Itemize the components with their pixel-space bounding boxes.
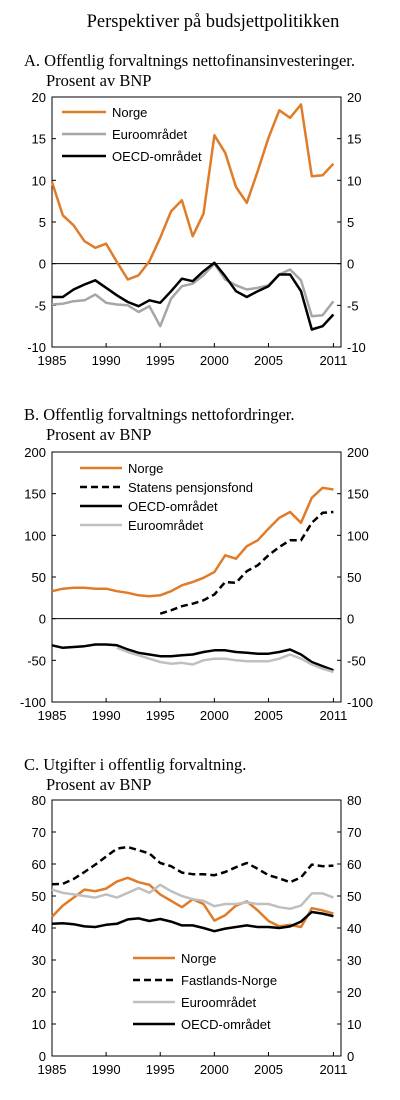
panel-c-ytick-label-left: 60 [32,857,46,872]
panel-c-ytick-label-right: 60 [347,857,361,872]
panel-a-xtick-label: 2005 [254,353,283,368]
panel-c-ytick-label-right: 40 [347,921,361,936]
panel-b-xtick-label: 2011 [319,708,347,723]
panel-b-ytick-label-left: 0 [39,612,46,627]
panel-c-subtitle: Prosent av BNP [46,775,151,794]
panel-c-ytick-label-right: 20 [347,985,361,1000]
panel-c-series-norge [51,876,334,929]
panel-c-legend-label-norge: Norge [181,951,216,966]
panel-c-ytick-label-right: 70 [347,825,361,840]
panel-b-xtick-label: 1995 [146,708,175,723]
panel-a-ytick-label-right: 20 [347,90,361,105]
panel-a-xtick-label: 2011 [319,353,347,368]
panel-b-ytick-label-right: -100 [347,695,373,710]
panel-c-ytick-label-left: 70 [32,825,46,840]
panel-b-ytick-label-left: 200 [24,445,46,460]
panel-c-ytick-label-left: 80 [32,793,46,808]
figure-title: Perspektiver på budsjettpolitikken [87,12,340,32]
panel-b-ytick-label-right: 200 [347,445,369,460]
panel-c: C. Utgifter i offentlig forvaltning. Pro… [24,755,361,1077]
panel-b-series-statens-pensjonsfond [159,510,334,615]
panel-a-ytick-label-right: 0 [347,257,354,272]
panel-a-series-oecd-omr-det [52,261,335,331]
panel-a-ytick-label-left: -5 [34,298,46,313]
panel-c-xtick-label: 2005 [254,1062,283,1077]
panel-a-title: A. Offentlig forvaltnings nettofinansinv… [24,51,355,70]
panel-b-xtick-label: 1985 [38,708,67,723]
panel-c-xtick-label: 1985 [38,1062,67,1077]
panel-a-legend-label-oecd-omr-det: OECD-området [112,149,202,164]
panel-a-xtick-label: 1995 [146,353,175,368]
panel-c-legend-label-oecd-omr-det: OECD-området [181,1017,271,1032]
panel-b-ytick-label-left: -50 [27,653,46,668]
panel-b-ytick-label-right: 150 [347,487,369,502]
panel-c-ytick-label-left: 40 [32,921,46,936]
panel-a-ytick-label-right: -5 [347,298,359,313]
panel-a-series-norge [50,103,335,281]
panel-a: A. Offentlig forvaltnings nettofinansinv… [24,51,366,368]
panel-b-xtick-label: 2000 [200,708,229,723]
panel-a-legend-label-euroomr-det: Euroområdet [112,127,188,142]
panel-a-ytick-label-right: -10 [347,340,366,355]
panel-c-ytick-label-right: 0 [347,1049,354,1064]
panel-a-legend-label-norge: Norge [112,105,147,120]
panel-a-ytick-label-right: 15 [347,132,361,147]
panel-c-ytick-label-left: 10 [32,1017,46,1032]
panel-b-series-euroomr-det [116,646,334,674]
panel-b-ytick-label-left: 50 [32,570,46,585]
panel-c-xtick-label: 2000 [200,1062,229,1077]
panel-a-xtick-label: 1990 [92,353,121,368]
panel-c-xtick-label: 1995 [146,1062,175,1077]
panel-c-title: C. Utgifter i offentlig forvaltning. [24,755,246,774]
panel-b-ytick-label-left: -100 [20,695,46,710]
panel-a-ytick-label-left: 20 [32,90,46,105]
panel-a-ytick-label-right: 10 [347,173,361,188]
panel-c-series-euroomr-det [51,883,334,911]
panel-c-legend-label-euroomr-det: Euroområdet [181,995,257,1010]
panel-a-xtick-label: 1985 [38,353,67,368]
panel-b-ytick-label-right: 100 [347,528,369,543]
panel-b-xtick-label: 2005 [254,708,283,723]
panel-b-series-oecd-omr-det [51,643,334,672]
panel-a-series-euroomr-det [51,262,335,328]
panel-a-ytick-label-left: 0 [39,257,46,272]
panel-b-ytick-label-left: 150 [24,487,46,502]
panel-b-xtick-label: 1990 [92,708,121,723]
panel-b-legend-label-oecd-omr-det: OECD-området [128,499,218,514]
panel-a-ytick-label-left: 15 [32,132,46,147]
panel-b-legend-label-statens-pensjonsfond: Statens pensjonsfond [128,480,253,495]
panel-c-ytick-label-right: 50 [347,889,361,904]
panel-c-series-oecd-omr-det [51,910,334,933]
panel-b-ytick-label-right: 0 [347,612,354,627]
panel-c-ytick-label-right: 30 [347,953,361,968]
panel-b-ytick-label-right: 50 [347,570,361,585]
panel-c-xtick-label: 1990 [92,1062,121,1077]
panel-b-legend-label-euroomr-det: Euroområdet [128,518,204,533]
panel-a-subtitle: Prosent av BNP [46,71,151,90]
panel-c-series-fastlands-norge [51,845,334,886]
panel-b-subtitle: Prosent av BNP [46,425,151,444]
panel-c-ytick-label-left: 50 [32,889,46,904]
panel-b-series-norge [51,486,334,598]
panel-c-legend-label-fastlands-norge: Fastlands-Norge [181,973,277,988]
panel-c-ytick-label-left: 30 [32,953,46,968]
panel-c-ytick-label-left: 0 [39,1049,46,1064]
panel-c-xtick-label: 2011 [319,1062,347,1077]
panel-b-legend-label-norge: Norge [128,461,163,476]
panel-c-ytick-label-right: 10 [347,1017,361,1032]
panel-c-ytick-label-right: 80 [347,793,361,808]
panel-b-title: B. Offentlig forvaltnings nettofordringe… [24,405,295,424]
panel-a-ytick-label-left: -10 [27,340,46,355]
panel-a-ytick-label-left: 5 [39,215,46,230]
panel-a-ytick-label-right: 5 [347,215,354,230]
panel-a-xtick-label: 2000 [200,353,229,368]
panel-b-ytick-label-left: 100 [24,528,46,543]
panel-b: B. Offentlig forvaltnings nettofordringe… [20,405,373,723]
panel-a-ytick-label-left: 10 [32,173,46,188]
panel-b-ytick-label-right: -50 [347,653,366,668]
panel-c-ytick-label-left: 20 [32,985,46,1000]
